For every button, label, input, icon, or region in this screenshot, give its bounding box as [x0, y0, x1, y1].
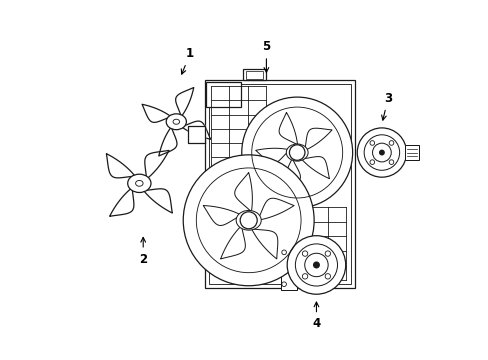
Bar: [404, 145, 418, 160]
Text: 3: 3: [381, 92, 391, 120]
Text: 1: 1: [181, 47, 194, 74]
Polygon shape: [301, 157, 329, 179]
Polygon shape: [234, 172, 252, 212]
Polygon shape: [159, 127, 177, 156]
Bar: [204, 80, 354, 288]
Polygon shape: [144, 150, 169, 179]
Bar: [243, 69, 266, 80]
Bar: [206, 82, 241, 107]
Circle shape: [286, 236, 345, 294]
Polygon shape: [251, 229, 277, 259]
Ellipse shape: [127, 174, 151, 193]
Polygon shape: [220, 226, 245, 259]
Circle shape: [312, 261, 319, 269]
Polygon shape: [143, 189, 172, 213]
Polygon shape: [255, 148, 289, 163]
Polygon shape: [279, 112, 297, 145]
Polygon shape: [282, 159, 300, 191]
Bar: [246, 71, 263, 78]
Ellipse shape: [236, 211, 261, 230]
Ellipse shape: [166, 114, 186, 130]
Circle shape: [240, 212, 257, 229]
Circle shape: [378, 150, 384, 156]
Polygon shape: [304, 128, 331, 150]
Text: 5: 5: [262, 40, 270, 72]
Polygon shape: [187, 126, 204, 143]
Circle shape: [289, 145, 305, 160]
Circle shape: [183, 155, 313, 286]
Bar: [208, 84, 350, 284]
Circle shape: [241, 97, 352, 208]
Circle shape: [357, 128, 406, 177]
Polygon shape: [257, 198, 293, 220]
Text: 2: 2: [139, 237, 147, 266]
Polygon shape: [106, 154, 135, 178]
Polygon shape: [109, 188, 134, 216]
Ellipse shape: [285, 144, 307, 161]
Polygon shape: [142, 104, 171, 122]
Bar: [281, 238, 297, 291]
Polygon shape: [203, 206, 241, 225]
Text: 4: 4: [312, 302, 320, 330]
Polygon shape: [175, 87, 193, 117]
Polygon shape: [181, 121, 210, 139]
